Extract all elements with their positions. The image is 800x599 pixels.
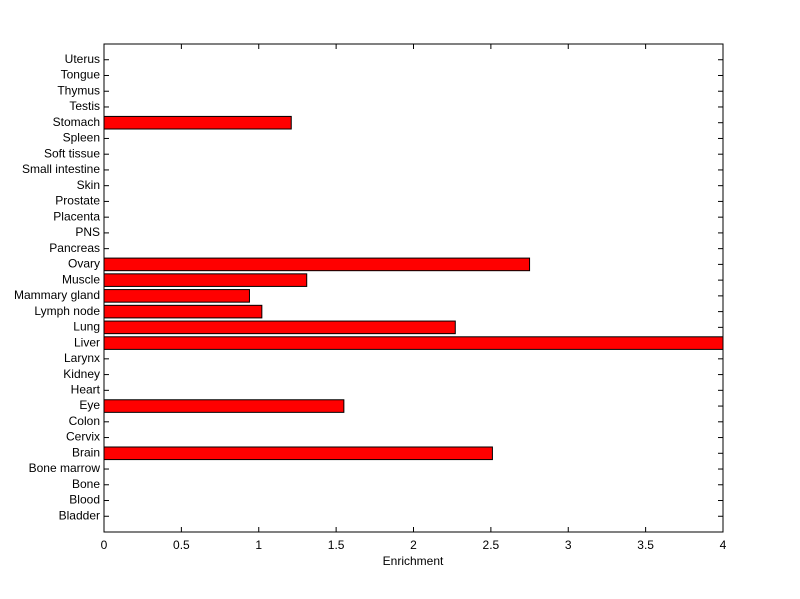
y-tick-label: Soft tissue bbox=[44, 146, 100, 160]
y-tick-label: Tongue bbox=[61, 68, 101, 82]
y-tick-label: Cervix bbox=[66, 430, 100, 444]
x-tick-label: 4 bbox=[720, 538, 727, 552]
bar bbox=[103, 289, 250, 303]
y-tick-label: Lymph node bbox=[34, 304, 100, 318]
x-tick-label: 3 bbox=[565, 538, 572, 552]
y-tick-label: Mammary gland bbox=[14, 288, 100, 302]
y-tick-label: Bladder bbox=[59, 508, 100, 522]
x-tick-label: 0.5 bbox=[173, 538, 190, 552]
y-tick-label: Bone marrow bbox=[29, 461, 101, 475]
bar bbox=[103, 273, 308, 287]
bar bbox=[103, 304, 263, 319]
x-tick-label: 1 bbox=[255, 538, 262, 552]
y-tick-label: PNS bbox=[75, 225, 100, 239]
bar bbox=[103, 336, 724, 350]
x-tick-label: 1.5 bbox=[328, 538, 345, 552]
bar bbox=[103, 115, 292, 130]
bar bbox=[103, 446, 493, 461]
y-tick-label: Eye bbox=[79, 398, 100, 412]
y-tick-label: Thymus bbox=[57, 83, 100, 97]
y-tick-label: Heart bbox=[71, 382, 101, 396]
y-tick-label: Kidney bbox=[63, 367, 100, 381]
y-tick-label: Larynx bbox=[64, 351, 100, 365]
bar bbox=[103, 257, 531, 272]
y-tick-label: Skin bbox=[77, 178, 100, 192]
y-tick-label: Testis bbox=[69, 99, 100, 113]
y-tick-label: Muscle bbox=[62, 272, 100, 286]
y-tick-label: Small intestine bbox=[22, 162, 100, 176]
y-tick-label: Prostate bbox=[55, 194, 100, 208]
y-tick-label: Blood bbox=[69, 493, 100, 507]
y-tick-label: Liver bbox=[74, 335, 100, 349]
y-tick-label: Bone bbox=[72, 477, 100, 491]
y-tick-label: Lung bbox=[73, 320, 100, 334]
x-axis-label: Enrichment bbox=[383, 554, 444, 568]
bar bbox=[103, 320, 456, 335]
bar bbox=[103, 399, 345, 413]
plot-frame bbox=[103, 43, 724, 533]
x-tick-label: 3.5 bbox=[637, 538, 654, 552]
y-tick-label: Pancreas bbox=[49, 241, 100, 255]
y-tick-label: Ovary bbox=[68, 257, 100, 271]
y-tick-label: Spleen bbox=[63, 131, 100, 145]
x-tick-label: 2.5 bbox=[483, 538, 500, 552]
x-tick-label: 0 bbox=[101, 538, 108, 552]
y-tick-label: Colon bbox=[69, 414, 100, 428]
y-tick-label: Stomach bbox=[53, 115, 100, 129]
y-tick-label: Placenta bbox=[53, 209, 100, 223]
y-tick-label: Brain bbox=[72, 445, 100, 459]
y-tick-label: Uterus bbox=[65, 52, 100, 66]
x-tick-label: 2 bbox=[410, 538, 417, 552]
